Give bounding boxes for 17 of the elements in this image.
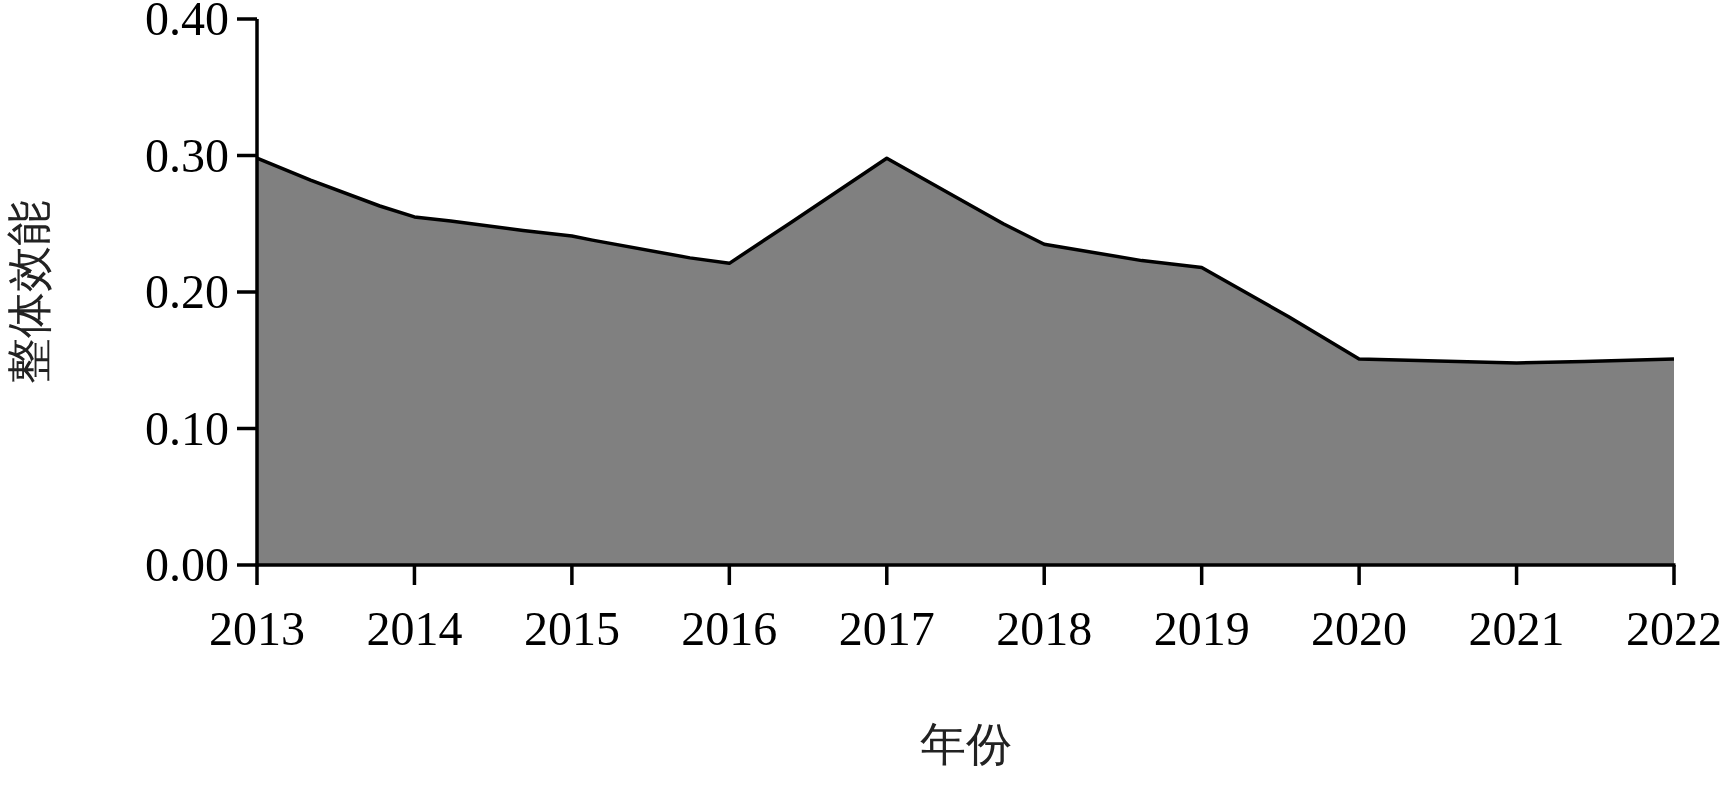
y-axis-title: 整体效能 [4, 200, 55, 384]
y-tick-label: 0.20 [145, 265, 229, 318]
x-tick-label: 2014 [366, 602, 463, 655]
x-axis-title: 年份 [919, 719, 1012, 770]
x-tick-label: 2016 [681, 602, 778, 655]
y-tick-label: 0.40 [145, 0, 229, 45]
x-tick-label: 2015 [523, 602, 620, 655]
x-tick-label: 2017 [838, 602, 935, 655]
x-tick-label: 2021 [1468, 602, 1565, 655]
y-tick-label: 0.10 [145, 401, 229, 455]
y-tick-label: 0.30 [145, 128, 229, 182]
x-tick-label: 2019 [1153, 602, 1250, 655]
y-tick-label: 0.00 [145, 538, 229, 591]
x-tick-label: 2022 [1626, 602, 1722, 655]
x-tick-label: 2020 [1311, 602, 1408, 655]
x-tick-label: 2013 [209, 602, 305, 655]
x-tick-label: 2018 [996, 602, 1093, 655]
